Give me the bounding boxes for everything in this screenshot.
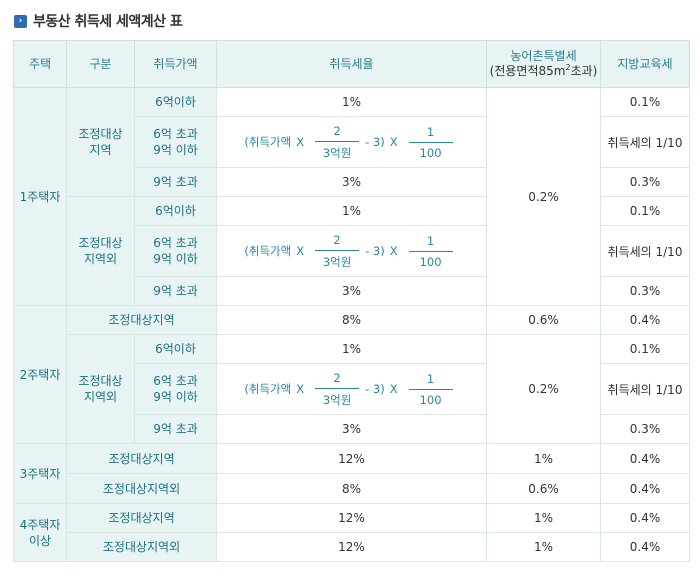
rate-cell: 1% bbox=[216, 87, 487, 117]
type-nonadjusted-region: 조정대상지역외 bbox=[66, 473, 217, 504]
edu-tax-cell: 취득세의 1/10 bbox=[600, 116, 690, 168]
type-adjusted: 조정대상 지역 bbox=[66, 87, 135, 197]
type-nonadjusted: 조정대상 지역외 bbox=[66, 196, 135, 306]
type-adjusted-region: 조정대상지역 bbox=[66, 503, 217, 533]
rate-cell: 12% bbox=[216, 443, 487, 474]
rural-tax-cell: 0.2% bbox=[486, 334, 601, 444]
table-row: 조정대상지역외 12% 1% 0.4% bbox=[14, 532, 690, 562]
edu-tax-cell: 0.4% bbox=[600, 532, 690, 562]
title-text: 부동산 취득세 세액계산 표 bbox=[33, 14, 183, 30]
table-row: 6억 초과 9억 이하 (취득가액 X 2 3억원 - 3) X 1 100 취득세의 1/10 bbox=[14, 116, 690, 168]
type-adjusted-region: 조정대상지역 bbox=[66, 443, 217, 474]
edu-tax-cell: 0.4% bbox=[600, 443, 690, 474]
rate-cell: 3% bbox=[216, 167, 487, 197]
rate-cell: 8% bbox=[216, 305, 487, 335]
edu-tax-cell: 0.4% bbox=[600, 473, 690, 504]
table-row: 6억 초과 9억 이하 (취득가액 X 2 3억원 - 3) X 1 100 취득세의 1/10 bbox=[14, 363, 690, 415]
type-nonadjusted: 조정대상 지역외 bbox=[66, 334, 135, 444]
price-mid: 6억 초과 9억 이하 bbox=[134, 116, 217, 168]
table-row: 6억 초과 9억 이하 (취득가액 X 2 3억원 - 3) X 1 100 취득세의 1/10 bbox=[14, 225, 690, 277]
price-over9: 9억 초과 bbox=[134, 276, 217, 306]
price-mid: 6억 초과 9억 이하 bbox=[134, 225, 217, 277]
rate-cell: 12% bbox=[216, 532, 487, 562]
edu-tax-cell: 0.4% bbox=[600, 305, 690, 335]
rural-tax-cell: 1% bbox=[486, 443, 601, 474]
rate-formula: (취득가액 X 2 3억원 - 3) X 1 100 bbox=[216, 363, 487, 415]
header-rural-tax: 농어촌특별세 (전용면적85m2초과) bbox=[486, 40, 601, 88]
rural-tax-cell: 0.6% bbox=[486, 305, 601, 335]
house-two: 2주택자 bbox=[13, 305, 67, 444]
price-under6: 6억이하 bbox=[134, 196, 217, 226]
table-row: 9억 초과 3% 0.3% bbox=[14, 276, 690, 306]
table-row: 2주택자 조정대상지역 8% 0.6% 0.4% bbox=[13, 305, 690, 444]
rate-cell: 8% bbox=[216, 473, 487, 504]
price-mid: 6억 초과 9억 이하 bbox=[134, 363, 217, 415]
house-four-plus: 4주택자 이상 bbox=[13, 503, 67, 562]
rate-cell: 3% bbox=[216, 414, 487, 444]
table-row: 9억 초과 3% 0.3% bbox=[14, 414, 690, 444]
rural-tax-cell: 0.2% bbox=[486, 87, 601, 306]
edu-tax-cell: 0.1% bbox=[600, 334, 690, 364]
edu-tax-cell: 0.1% bbox=[600, 196, 690, 226]
rural-tax-cell: 1% bbox=[486, 532, 601, 562]
rate-formula: (취득가액 X 2 3억원 - 3) X 1 100 bbox=[216, 225, 487, 277]
rural-tax-cell: 0.6% bbox=[486, 473, 601, 504]
header-rate: 취득세율 bbox=[216, 40, 487, 88]
header-house: 주택 bbox=[13, 40, 67, 88]
price-over9: 9억 초과 bbox=[134, 414, 217, 444]
price-over9: 9억 초과 bbox=[134, 167, 217, 197]
table-row: 9억 초과 3% 0.3% bbox=[14, 167, 690, 197]
header-rural-line1: 농어촌특별세 bbox=[510, 49, 577, 63]
tax-table: 주택 구분 취득가액 취득세율 농어촌특별세 (전용면적85m2초과) 지방교육… bbox=[13, 40, 690, 562]
header-price: 취득가액 bbox=[134, 40, 217, 88]
table-row: 1주택자 조정대상 지역 6억이하 1% 0.2% 0.1% bbox=[13, 87, 690, 306]
table-row: 조정대상지역외 8% 0.6% 0.4% bbox=[14, 473, 690, 504]
page-title: › 부동산 취득세 세액계산 표 bbox=[14, 11, 183, 31]
edu-tax-cell: 0.3% bbox=[600, 276, 690, 306]
edu-tax-cell: 0.1% bbox=[600, 87, 690, 117]
type-nonadjusted-region: 조정대상지역외 bbox=[66, 532, 217, 562]
edu-tax-cell: 취득세의 1/10 bbox=[600, 225, 690, 277]
header-type: 구분 bbox=[66, 40, 135, 88]
rate-cell: 1% bbox=[216, 334, 487, 364]
type-adjusted-region: 조정대상지역 bbox=[66, 305, 217, 335]
chevron-right-icon: › bbox=[14, 14, 27, 28]
edu-tax-cell: 취득세의 1/10 bbox=[600, 363, 690, 415]
rate-cell: 12% bbox=[216, 503, 487, 533]
rate-formula: (취득가액 X 2 3억원 - 3) X 1 100 bbox=[216, 116, 487, 168]
house-three: 3주택자 bbox=[13, 443, 67, 504]
table-row: 조정대상 지역외 6억이하 1% 0.2% 0.1% bbox=[14, 334, 690, 444]
rate-cell: 1% bbox=[216, 196, 487, 226]
house-one: 1주택자 bbox=[13, 87, 67, 306]
rural-tax-cell: 1% bbox=[486, 503, 601, 533]
price-under6: 6억이하 bbox=[134, 334, 217, 364]
header-row: 주택 구분 취득가액 취득세율 농어촌특별세 (전용면적85m2초과) 지방교육… bbox=[13, 40, 690, 88]
header-edu-tax: 지방교육세 bbox=[600, 40, 690, 88]
price-under6: 6억이하 bbox=[134, 87, 217, 117]
edu-tax-cell: 0.3% bbox=[600, 414, 690, 444]
edu-tax-cell: 0.3% bbox=[600, 167, 690, 197]
header-rural-line2: (전용면적85m2초과) bbox=[489, 63, 598, 79]
table-row: 4주택자 이상 조정대상지역 12% 1% 0.4% bbox=[13, 503, 690, 562]
table-row: 3주택자 조정대상지역 12% 1% 0.4% bbox=[13, 443, 690, 504]
rate-cell: 3% bbox=[216, 276, 487, 306]
edu-tax-cell: 0.4% bbox=[600, 503, 690, 533]
table-row: 조정대상 지역외 6억이하 1% 0.1% bbox=[14, 196, 690, 306]
